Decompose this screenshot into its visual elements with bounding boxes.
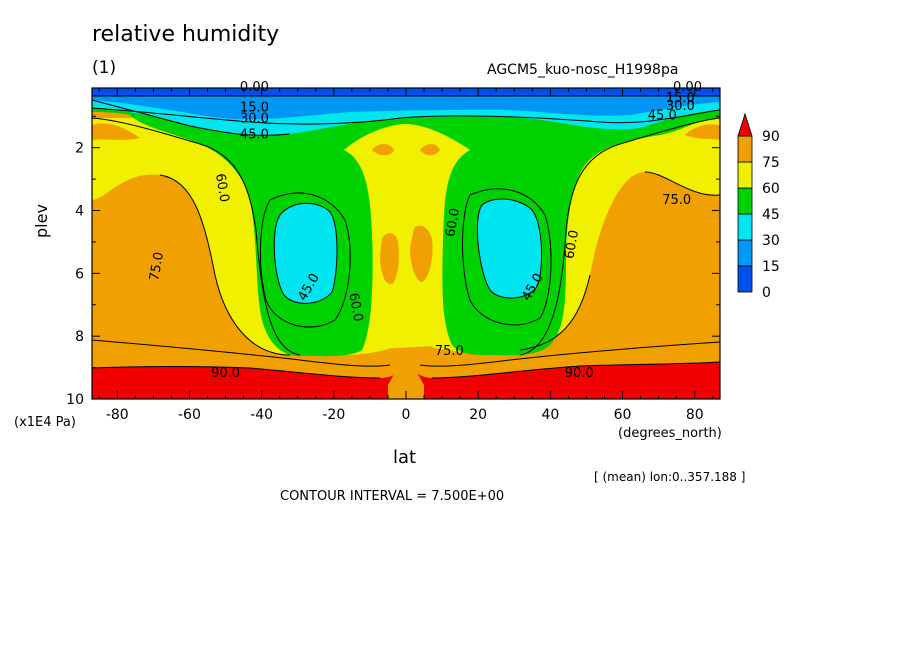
chart-subtitle: (1) [92, 58, 117, 78]
field-75-notch [388, 362, 424, 399]
x-tick-label: 80 [686, 407, 704, 423]
contour-label: 60.0 [562, 229, 582, 260]
x-tick-label: 60 [614, 407, 632, 423]
contour-label: 60.0 [212, 172, 232, 203]
colorbar-swatch [737, 187, 753, 215]
field-75-upper-left [92, 123, 140, 140]
contour-label: 0.00 [673, 80, 702, 95]
y-tick-label: 4 [75, 204, 84, 220]
x-tick-label: 20 [469, 407, 487, 423]
contour-label: 15.0 [240, 101, 269, 116]
contour-label: 45.0 [240, 127, 269, 142]
field-75-upper-right [685, 124, 720, 140]
field-15-30-top [92, 92, 720, 120]
contour-label: 30.0 [240, 112, 269, 127]
colorbar-swatch [737, 161, 753, 189]
colorbar-swatch [737, 239, 753, 267]
colorbar-label: 60 [762, 181, 780, 197]
field-60-75-column [344, 124, 470, 350]
contour-label: 75.0 [147, 251, 167, 282]
colorbar-label: 90 [762, 129, 780, 145]
run-label: AGCM5_kuo-nosc_H1998pa [487, 62, 679, 78]
chart-title: relative humidity [92, 22, 280, 47]
field-75-equator-left [380, 233, 399, 285]
x-tick-label: 0 [402, 407, 411, 423]
contour-label: 30.0 [666, 99, 695, 114]
colorbar-swatch [737, 265, 753, 293]
colorbar-arrow [737, 112, 753, 137]
colorbar-label: 45 [762, 207, 780, 223]
y-tick-label: 6 [75, 266, 84, 282]
x-tick-label: -40 [250, 407, 273, 423]
contour-fields [92, 88, 720, 399]
contour-label: 90.0 [211, 366, 240, 381]
contour-interval: CONTOUR INTERVAL = 7.500E+00 [280, 489, 505, 504]
colorbar-swatch [737, 213, 753, 241]
field-75-equator-top-left [372, 144, 394, 156]
colorbar-label: 15 [762, 259, 780, 275]
y-tick-label: 8 [75, 329, 84, 345]
field-30-45-right [477, 198, 542, 299]
colorbar-label: 30 [762, 233, 780, 249]
contour-label: 45.0 [648, 108, 677, 123]
field-45-60 [92, 108, 720, 357]
contour-label: 75.0 [435, 344, 464, 359]
y-tick-label: 2 [75, 141, 84, 157]
field-30-45-left [274, 203, 337, 304]
x-ticks: -80 -60 -40 -20 0 20 40 60 80 [98, 88, 714, 423]
x-tick-label: -60 [178, 407, 201, 423]
contour-label: 75.0 [662, 193, 691, 208]
colorbar-label: 0 [762, 285, 771, 301]
y-tick-label: 10 [66, 392, 84, 408]
y-ticks: 2 4 6 8 10 [66, 115, 720, 408]
contour-label: 60.0 [345, 292, 365, 323]
colorbar-swatch [737, 135, 753, 163]
colorbar-label: 75 [762, 155, 780, 171]
mean-note: [ (mean) lon:0..357.188 ] [594, 470, 746, 484]
contour-label: 0.00 [240, 80, 269, 95]
colorbar: 0 15 30 45 60 75 90 [737, 112, 780, 301]
x-axis-label: lat [393, 447, 417, 468]
field-75-equator-right [410, 225, 433, 282]
x-tick-label: 40 [541, 407, 559, 423]
contour-label: 15.0 [666, 91, 695, 106]
contour-label: 60.0 [443, 207, 463, 238]
contour-label: 90.0 [565, 366, 594, 381]
contour-lines [92, 95, 720, 379]
field-75-equator-top-right [420, 144, 440, 156]
x-tick-label: -20 [322, 407, 345, 423]
x-tick-label: -80 [106, 407, 129, 423]
x-axis-units: (degrees_north) [618, 426, 722, 441]
y-axis-units: (x1E4 Pa) [14, 415, 76, 430]
